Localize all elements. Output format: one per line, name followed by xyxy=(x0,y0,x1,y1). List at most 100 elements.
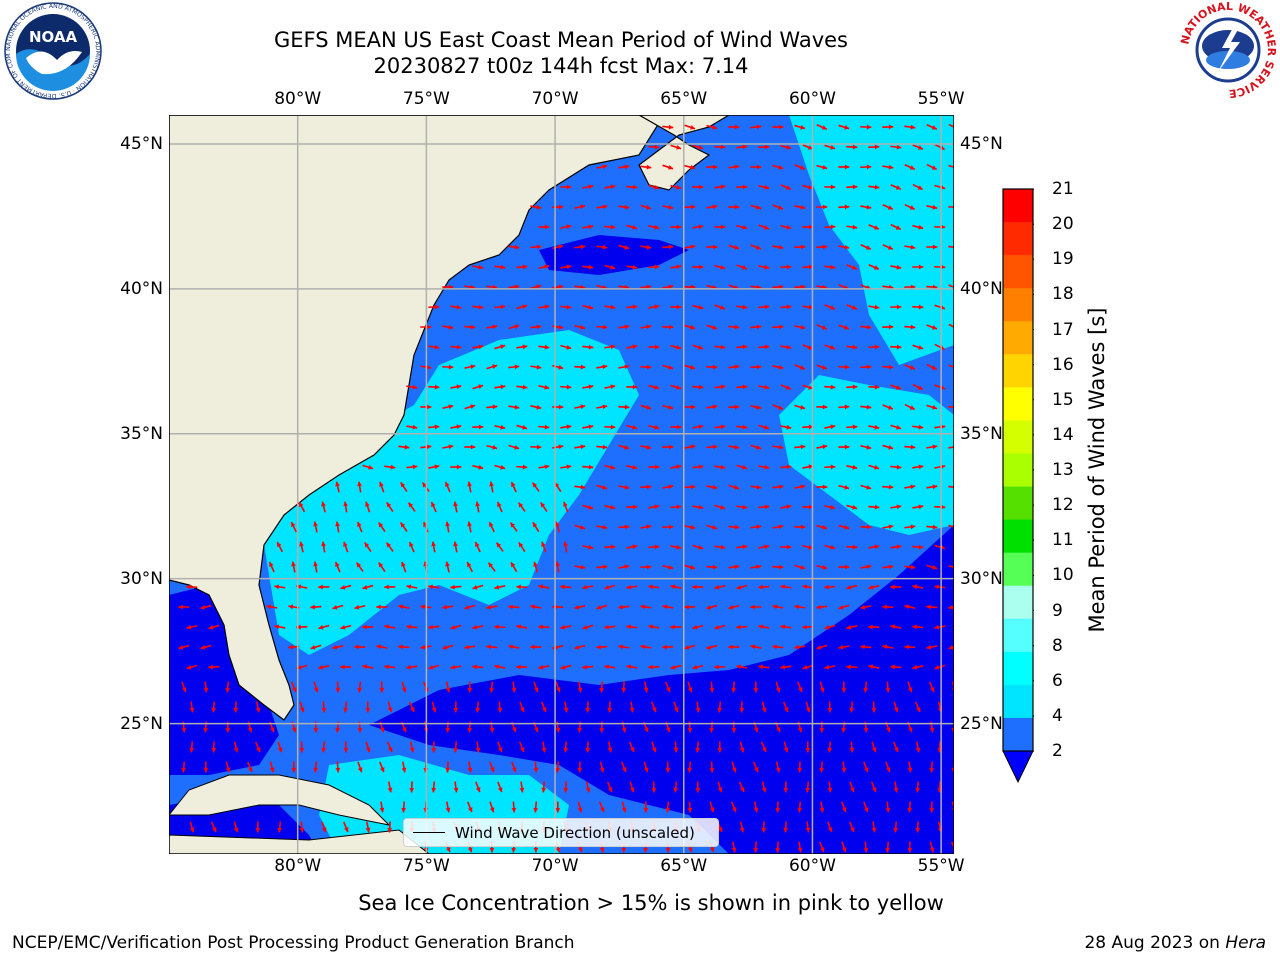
wave-direction-arrow xyxy=(871,821,877,833)
wave-direction-arrow xyxy=(750,524,762,530)
colorbar-segment xyxy=(1003,420,1033,454)
wave-direction-arrow xyxy=(706,604,718,610)
wave-direction-arrow xyxy=(560,664,572,670)
colorbar-tick-label: 18 xyxy=(1052,284,1074,305)
wave-direction-arrow xyxy=(648,304,660,310)
wave-direction-arrow xyxy=(596,644,608,650)
wave-direction-arrow xyxy=(516,344,528,350)
svg-text:NOAA: NOAA xyxy=(29,28,78,46)
wave-direction-arrow xyxy=(508,324,520,330)
lon-tick-top: 70°W xyxy=(531,89,579,109)
wave-direction-arrow xyxy=(824,344,836,350)
wave-direction-arrow xyxy=(516,464,528,470)
wave-direction-arrow xyxy=(563,781,569,793)
wave-direction-arrow xyxy=(709,801,715,813)
wave-direction-arrow xyxy=(868,664,880,670)
wave-direction-arrow xyxy=(684,644,696,650)
wave-direction-arrow xyxy=(695,781,701,793)
wave-direction-arrow xyxy=(387,781,393,793)
wave-direction-arrow xyxy=(552,244,564,250)
wave-direction-arrow xyxy=(596,164,608,170)
wave-direction-arrow xyxy=(401,561,407,573)
wave-direction-arrow xyxy=(684,524,696,530)
wave-direction-arrow xyxy=(805,821,811,833)
wave-direction-arrow xyxy=(582,344,594,350)
wave-direction-arrow xyxy=(914,701,921,713)
wave-direction-arrow xyxy=(386,501,394,513)
wave-direction-arrow xyxy=(684,444,696,450)
wave-direction-arrow xyxy=(783,741,789,753)
colorbar-segment xyxy=(1003,288,1033,322)
wave-direction-arrow xyxy=(530,324,542,330)
wave-direction-arrow xyxy=(494,424,506,430)
wave-direction-arrow xyxy=(692,384,704,390)
wave-direction-arrow xyxy=(428,624,440,630)
wave-direction-arrow xyxy=(750,204,762,210)
wave-direction-arrow xyxy=(362,664,374,670)
wave-direction-arrow xyxy=(841,801,847,813)
wave-direction-arrow xyxy=(882,564,894,570)
wave-direction-arrow xyxy=(541,741,547,753)
wave-direction-arrow xyxy=(849,701,855,713)
wave-direction-arrow xyxy=(618,324,630,330)
wave-direction-arrow xyxy=(408,541,415,553)
wave-direction-arrow xyxy=(772,604,784,610)
wave-direction-arrow xyxy=(489,481,494,493)
wave-direction-arrow xyxy=(714,384,726,390)
wave-direction-arrow xyxy=(838,564,850,570)
wave-direction-arrow xyxy=(750,404,762,410)
wave-direction-arrow xyxy=(665,761,671,773)
wave-direction-arrow xyxy=(335,681,341,693)
wave-direction-arrow xyxy=(640,564,652,570)
wave-direction-arrow xyxy=(442,404,454,410)
wave-direction-arrow xyxy=(824,384,836,390)
wave-direction-arrow xyxy=(386,741,393,753)
wave-direction-arrow xyxy=(816,164,828,170)
wave-direction-arrow xyxy=(860,444,872,450)
wave-direction-arrow xyxy=(431,781,437,793)
wave-direction-arrow xyxy=(585,701,591,713)
wave-direction-arrow xyxy=(860,124,872,130)
wave-direction-arrow xyxy=(466,801,473,813)
wave-direction-arrow xyxy=(670,464,682,470)
wave-direction-arrow xyxy=(291,561,296,573)
wave-direction-arrow xyxy=(827,781,833,793)
wave-direction-arrow xyxy=(885,761,891,773)
wave-direction-arrow xyxy=(225,761,231,773)
wave-direction-arrow xyxy=(662,164,674,170)
wave-direction-arrow xyxy=(912,183,924,191)
wave-direction-arrow xyxy=(758,424,770,430)
wave-direction-arrow xyxy=(342,821,349,833)
wave-direction-arrow xyxy=(552,404,564,410)
wave-direction-arrow xyxy=(662,244,674,250)
wave-direction-arrow xyxy=(574,204,586,210)
wave-direction-arrow xyxy=(585,741,591,753)
wave-direction-arrow xyxy=(233,701,239,713)
wave-direction-arrow xyxy=(618,484,630,490)
wave-direction-arrow xyxy=(890,544,902,550)
wave-direction-arrow xyxy=(598,801,605,813)
wave-direction-arrow xyxy=(640,444,652,450)
wave-direction-arrow xyxy=(384,584,396,590)
wave-direction-arrow xyxy=(508,444,520,450)
wave-direction-arrow xyxy=(846,464,858,470)
wave-direction-arrow xyxy=(904,444,916,450)
wave-direction-arrow xyxy=(398,444,410,450)
wave-direction-arrow xyxy=(516,424,528,430)
wave-direction-arrow xyxy=(450,464,462,470)
wave-direction-arrow xyxy=(596,204,608,210)
wave-direction-arrow xyxy=(277,741,283,753)
wave-direction-arrow xyxy=(233,821,239,833)
wave-direction-arrow xyxy=(794,404,806,410)
wave-direction-arrow xyxy=(871,741,877,753)
legend-line-icon xyxy=(413,832,445,833)
wave-direction-arrow xyxy=(717,701,723,713)
wave-direction-arrow xyxy=(494,304,506,310)
wave-direction-arrow xyxy=(428,424,440,430)
wave-direction-arrow xyxy=(466,561,474,573)
wave-direction-arrow xyxy=(838,524,850,530)
wave-direction-arrow xyxy=(472,384,484,390)
wave-direction-arrow xyxy=(517,502,526,512)
wave-direction-arrow xyxy=(596,564,608,570)
wave-direction-arrow xyxy=(929,841,935,853)
